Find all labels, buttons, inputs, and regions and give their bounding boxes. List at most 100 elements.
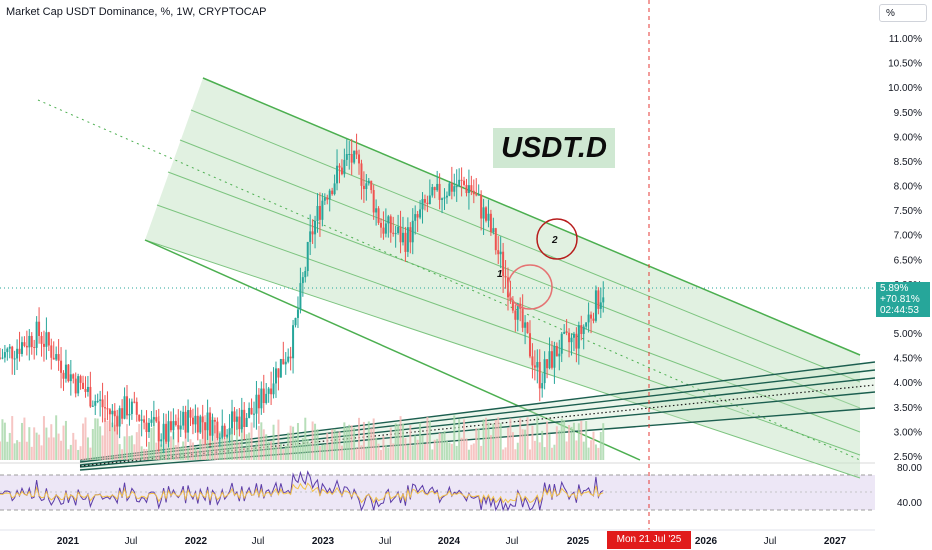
volume-bar [60,440,63,460]
candle-body [382,227,385,234]
volume-bar [108,430,111,460]
candle-body [328,190,331,200]
x-tick-label: 2022 [185,536,208,547]
candle-body [272,383,275,395]
volume-bar [450,443,453,460]
volume-bar [487,422,490,460]
candle-body [401,232,404,243]
candle-body [536,362,539,368]
candle-body [514,310,517,320]
candle-body [311,231,314,235]
candle-body [167,421,170,442]
y-axis-labels: 11.00% 10.50% 10.00% 9.50% 9.00% 8.50% 8.00% 7.… [888,34,922,463]
volume-bar [465,438,468,460]
candle-body [326,197,329,200]
volume-bar [438,432,441,460]
volume-bar [0,441,1,460]
volume-bar [587,447,590,460]
candle-body [52,357,55,360]
candle-body [370,180,373,191]
candle-body [8,346,11,349]
volume-bar [91,428,94,460]
x-tick-label: 2024 [438,536,461,547]
volume-bar [421,435,424,460]
volume-bar [448,442,451,460]
volume-bar [155,442,158,460]
volume-bar [79,446,82,460]
price-axis[interactable] [875,0,932,530]
volume-bar [431,449,434,460]
volume-bar [416,439,419,460]
volume-bar [533,440,536,460]
volume-bar [216,438,219,460]
candle-body [147,422,150,433]
volume-bar [558,430,561,460]
volume-bar [55,415,58,460]
volume-bar [550,447,553,460]
volume-bar [257,425,260,460]
candle-body [318,205,321,220]
volume-bar [531,425,534,460]
percent-scale-button[interactable]: % [879,4,927,22]
candle-body [165,423,168,442]
volume-bar [47,437,50,460]
candle-body [533,365,536,368]
candle-body [582,326,585,334]
candle-body [467,185,470,194]
volume-bar [172,431,175,460]
x-tick-label: 2027 [824,536,847,547]
volume-bar [568,425,571,460]
volume-bar [30,446,33,460]
volume-bar [467,449,470,460]
volume-bar [358,417,361,460]
volume-bar [331,429,334,460]
candle-body [231,411,234,429]
candle-body [218,437,221,439]
candle-body [521,308,524,328]
candle-body [426,202,429,204]
volume-bar [194,446,197,460]
candle-body [528,333,531,357]
candle-body [299,283,302,310]
x-tick-label: Jul [379,536,392,547]
volume-bar [585,421,588,460]
volume-bar [367,421,370,460]
volume-bar [509,418,512,460]
x-axis-labels: 2021 Jul 2022 Jul 2023 Jul 2024 Jul 2025 2026 Jul 2… [57,536,847,547]
candle-body [206,412,209,431]
volume-bar [409,425,412,460]
candle-body [336,165,339,184]
candle-body [384,223,387,234]
candle-body [126,396,128,416]
volume-bar [445,441,448,460]
volume-bar [389,427,392,460]
candle-body [42,343,45,347]
y-tick-label: 6.50% [894,255,922,266]
volume-bar [504,447,507,460]
volume-bar [323,444,326,460]
candle-body [0,357,1,359]
volume-bar [541,430,544,460]
candle-body [135,401,138,415]
candle-body [284,361,287,365]
candle-body [333,183,336,195]
volume-bar [460,437,463,460]
candle-body [221,425,224,438]
volume-bar [377,443,380,460]
volume-bar [231,424,234,460]
candle-body [282,359,285,365]
volume-bar [548,433,551,460]
candle-body [123,396,126,419]
candle-body [431,187,434,196]
candle-body [497,250,500,255]
candle-body [86,386,89,392]
candle-body [77,376,80,394]
volume-bar [528,449,531,460]
volume-bar [301,438,304,460]
volume-bar [40,445,43,460]
y-tick-label: 9.50% [894,108,922,119]
volume-bar [570,426,573,460]
volume-bar [394,423,397,460]
volume-bar [502,449,505,460]
